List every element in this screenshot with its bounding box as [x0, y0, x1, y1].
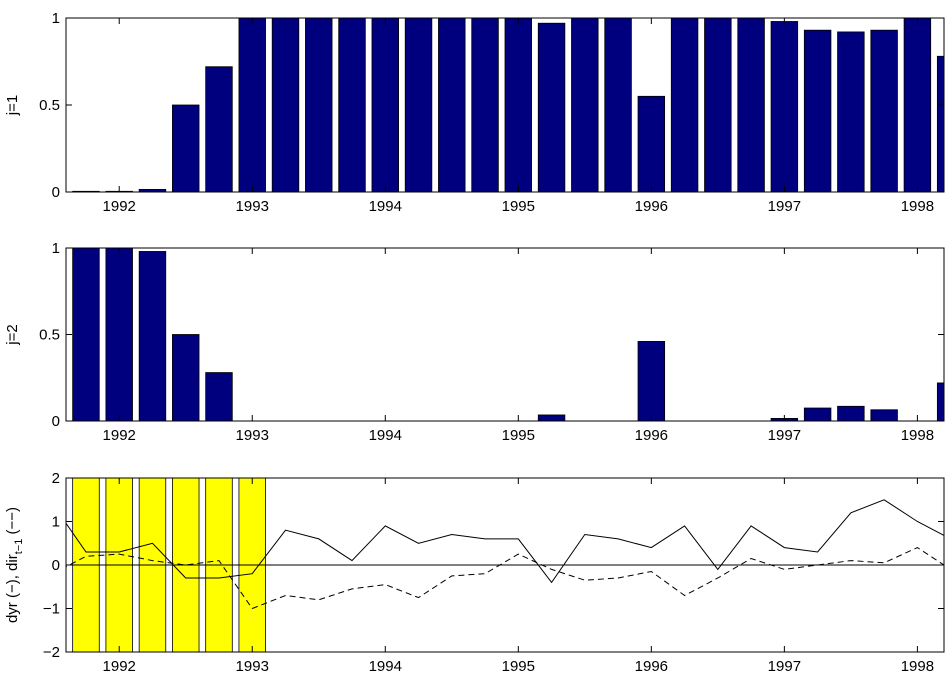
- x-tick-label: 1994: [369, 198, 402, 215]
- bar: [637, 95, 666, 192]
- bar: [537, 414, 566, 421]
- bar: [604, 18, 632, 192]
- x-tick-label: 1997: [768, 427, 801, 444]
- x-tick-label: 1998: [901, 198, 934, 215]
- bar: [837, 31, 865, 192]
- x-tick-label: 1994: [369, 427, 402, 444]
- bar: [172, 104, 200, 192]
- panel-dyr-dir: 1992 1993 1994 1995 1996 1997 1998 −2 −1 0 1 2 dyr (…: [4, 470, 945, 674]
- bar: [205, 66, 233, 192]
- y-axis-label-main: dyr (−), dir: [4, 554, 21, 623]
- bar: [172, 334, 200, 421]
- x-tick-label: 1992: [103, 427, 136, 444]
- y-tick-label: 0: [52, 413, 60, 430]
- y-axis-label: j=1: [4, 95, 21, 116]
- plot-area: [66, 18, 944, 192]
- y-axis-label-suffix: (−−): [4, 507, 21, 539]
- bar: [504, 18, 533, 192]
- bar: [737, 18, 765, 192]
- x-tick-label: 1997: [768, 658, 801, 674]
- y-axis-label: j=2: [4, 324, 21, 345]
- y-tick-label: 0.5: [39, 97, 60, 114]
- bar: [870, 409, 898, 421]
- plot-area: [66, 248, 944, 421]
- bar: [803, 29, 832, 192]
- y-tick-label: −2: [43, 644, 60, 661]
- x-tick-label: 1997: [768, 198, 801, 215]
- y-tick-label: 1: [52, 10, 60, 27]
- bar: [571, 18, 599, 192]
- bar: [837, 405, 865, 421]
- bar: [770, 21, 799, 192]
- bar: [404, 18, 433, 192]
- dir-series-line: [66, 547, 944, 610]
- bar: [936, 382, 944, 421]
- bar: [670, 18, 699, 192]
- bar: [637, 341, 666, 421]
- y-tick-label: 1: [52, 514, 60, 531]
- bar: [471, 18, 499, 192]
- bar: [371, 18, 399, 192]
- panel-j1: 1992 1993 1994 1995 1996 1997 1998 0 0.5 1 j=1: [4, 10, 945, 215]
- bar: [537, 22, 566, 192]
- x-tick-label: 1994: [369, 658, 402, 674]
- x-tick-label: 1996: [635, 658, 668, 674]
- x-tick-label: 1992: [103, 658, 136, 674]
- bar: [138, 251, 167, 421]
- bar: [271, 18, 300, 192]
- y-tick-label: 0: [52, 184, 60, 201]
- bar: [305, 18, 333, 192]
- x-tick-label: 1998: [901, 658, 934, 674]
- bar: [704, 18, 732, 192]
- bar: [338, 18, 366, 192]
- dyr-series-line: [66, 499, 944, 584]
- y-tick-label: −1: [43, 601, 60, 618]
- bar: [438, 18, 466, 192]
- bar: [936, 55, 944, 192]
- bar: [870, 29, 898, 192]
- y-axis-label: dyr (−), dirt−1 (−−): [4, 507, 25, 623]
- x-tick-label: 1995: [502, 658, 535, 674]
- x-tick-label: 1996: [635, 198, 668, 215]
- x-tick-label: 1995: [502, 427, 535, 444]
- x-tick-label: 1993: [236, 427, 269, 444]
- x-tick-label: 1992: [103, 198, 136, 215]
- x-tick-label: 1996: [635, 427, 668, 444]
- x-tick-label: 1995: [502, 198, 535, 215]
- bar: [205, 372, 233, 421]
- x-tick-label: 1998: [901, 427, 934, 444]
- plot-area: [66, 478, 944, 652]
- bar: [803, 407, 832, 421]
- bar: [903, 18, 932, 192]
- bar: [72, 248, 100, 421]
- y-tick-label: 1: [52, 240, 60, 257]
- x-tick-label: 1993: [236, 198, 269, 215]
- panel-j2: 1992 1993 1994 1995 1996 1997 1998 0 0.5 1 j=2: [4, 240, 945, 444]
- y-axis-label-subscript: t−1: [13, 539, 25, 555]
- bar: [66, 270, 67, 421]
- y-tick-label: 0.5: [39, 327, 60, 344]
- bar: [238, 18, 266, 192]
- bar: [105, 248, 133, 421]
- x-tick-label: 1993: [236, 658, 269, 674]
- y-tick-label: 0: [52, 557, 60, 574]
- y-tick-label: 2: [52, 470, 60, 487]
